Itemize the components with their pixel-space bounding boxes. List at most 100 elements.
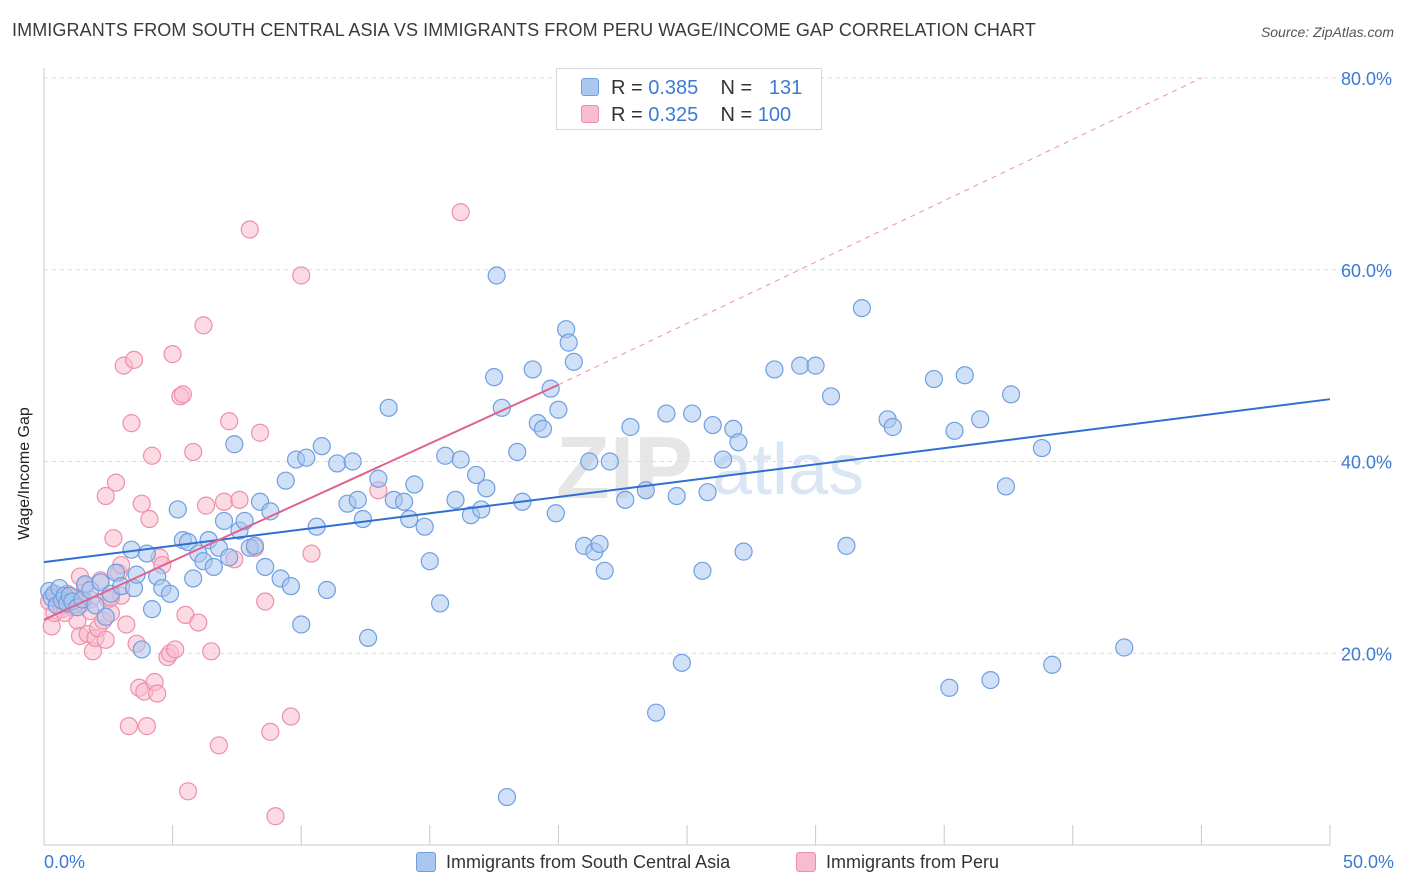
peru-point: [214, 492, 234, 511]
y-tick-label: 80.0%: [1341, 69, 1392, 89]
south-central-asia-point: [369, 469, 388, 488]
south-central-asia-point: [533, 419, 553, 439]
south-central-asia-points: [40, 266, 1134, 807]
r-value: 0.385: [648, 77, 699, 99]
south-central-asia-point: [485, 368, 504, 387]
south-central-asia-point: [436, 446, 455, 465]
peru-point: [209, 736, 228, 755]
peru-point: [142, 446, 162, 465]
peru-point: [166, 640, 185, 659]
peru-point: [148, 684, 167, 703]
south-central-asia-point: [472, 500, 491, 519]
legend-item-peru: Immigrants from Peru: [796, 852, 999, 873]
south-central-asia-point: [1043, 655, 1062, 674]
south-central-asia-point: [852, 299, 871, 318]
chart-title: IMMIGRANTS FROM SOUTH CENTRAL ASIA VS IM…: [12, 20, 1036, 40]
south-central-asia-point: [261, 502, 280, 521]
peru-point: [256, 592, 275, 611]
peru-point: [194, 316, 213, 335]
south-central-asia-point: [508, 442, 527, 462]
south-central-asia-point: [940, 678, 959, 697]
south-central-asia-point: [446, 490, 465, 509]
south-central-asia-point: [451, 450, 470, 469]
south-central-asia-point: [621, 417, 640, 437]
peru-point: [96, 486, 115, 506]
peru-point: [96, 630, 115, 649]
south-central-asia-point: [477, 479, 496, 498]
r-value: 0.325: [648, 104, 699, 126]
south-central-asia-point: [430, 594, 450, 613]
south-central-asia-point: [647, 703, 666, 722]
south-central-asia-point: [683, 404, 702, 423]
south-central-asia-point: [600, 452, 619, 471]
south-central-asia-point: [487, 266, 506, 285]
south-central-asia-point: [91, 573, 110, 592]
south-central-asia-point: [297, 448, 316, 467]
r-label: R =: [611, 104, 643, 126]
south-central-asia-point: [96, 607, 115, 626]
south-central-asia-point: [317, 580, 337, 600]
south-central-asia-point: [379, 398, 398, 417]
trend-line-south-central-asia: [43, 398, 1331, 564]
n-value: 131: [768, 77, 803, 99]
south-central-asia-point: [734, 542, 753, 561]
peru-point: [124, 350, 144, 369]
south-central-asia-point: [394, 492, 414, 511]
peru-point: [250, 423, 270, 442]
south-central-asia-point: [348, 490, 367, 509]
south-central-asia-point: [564, 352, 583, 371]
gridlines: [44, 77, 1392, 654]
south-central-asia-point: [595, 561, 614, 580]
south-central-asia-point: [235, 511, 254, 531]
r-label: R =: [611, 77, 643, 99]
south-central-asia-point: [420, 552, 439, 571]
axes: [43, 68, 1331, 846]
peru-point: [266, 807, 285, 826]
legend-swatch-blue: [416, 852, 436, 872]
south-central-asia-point: [281, 577, 301, 596]
south-central-asia-point: [821, 387, 841, 406]
south-central-asia-point: [672, 653, 691, 672]
south-central-asia-point: [142, 600, 162, 619]
south-central-asia-point: [214, 511, 234, 531]
peru-point: [189, 613, 208, 632]
south-central-asia-point: [184, 569, 203, 588]
south-central-asia-point: [657, 404, 676, 423]
peru-point: [137, 717, 156, 736]
south-central-asia-point: [523, 360, 542, 379]
stats-legend: R = 0.385 N = 131 R = 0.325 N = 100: [556, 68, 822, 130]
legend-swatch-pink: [796, 852, 816, 872]
south-central-asia-point: [616, 490, 635, 509]
south-central-asia-point: [225, 435, 244, 454]
peru-point: [202, 642, 221, 661]
legend-swatch-pink: [581, 105, 599, 123]
south-central-asia-point: [559, 333, 578, 352]
south-central-asia-point: [466, 465, 486, 485]
south-central-asia-point: [883, 417, 902, 437]
south-central-asia-point: [996, 477, 1016, 496]
y-tick-label: 60.0%: [1341, 261, 1392, 281]
south-central-asia-point: [713, 450, 733, 469]
south-central-asia-point: [312, 437, 331, 456]
south-central-asia-point: [791, 356, 810, 375]
legend-swatch-blue: [581, 78, 599, 96]
peru-point: [117, 615, 136, 634]
y-tick-label: 20.0%: [1341, 644, 1392, 664]
south-central-asia-point: [168, 500, 187, 519]
south-central-asia-point: [549, 400, 568, 419]
legend-label: Immigrants from South Central Asia: [446, 852, 731, 872]
south-central-asia-point: [497, 787, 517, 807]
south-central-asia-point: [204, 557, 223, 577]
peru-point: [240, 220, 259, 239]
south-central-asia-point: [945, 421, 964, 440]
south-central-asia-point: [981, 670, 1000, 690]
peru-point: [230, 490, 249, 509]
peru-point: [302, 544, 321, 563]
peru-point: [451, 203, 470, 222]
south-central-asia-point: [220, 548, 239, 567]
legend-item-south-central-asia: Immigrants from South Central Asia: [416, 852, 730, 873]
south-central-asia-point: [667, 486, 686, 506]
peru-point: [292, 266, 311, 285]
south-central-asia-point: [400, 509, 419, 529]
